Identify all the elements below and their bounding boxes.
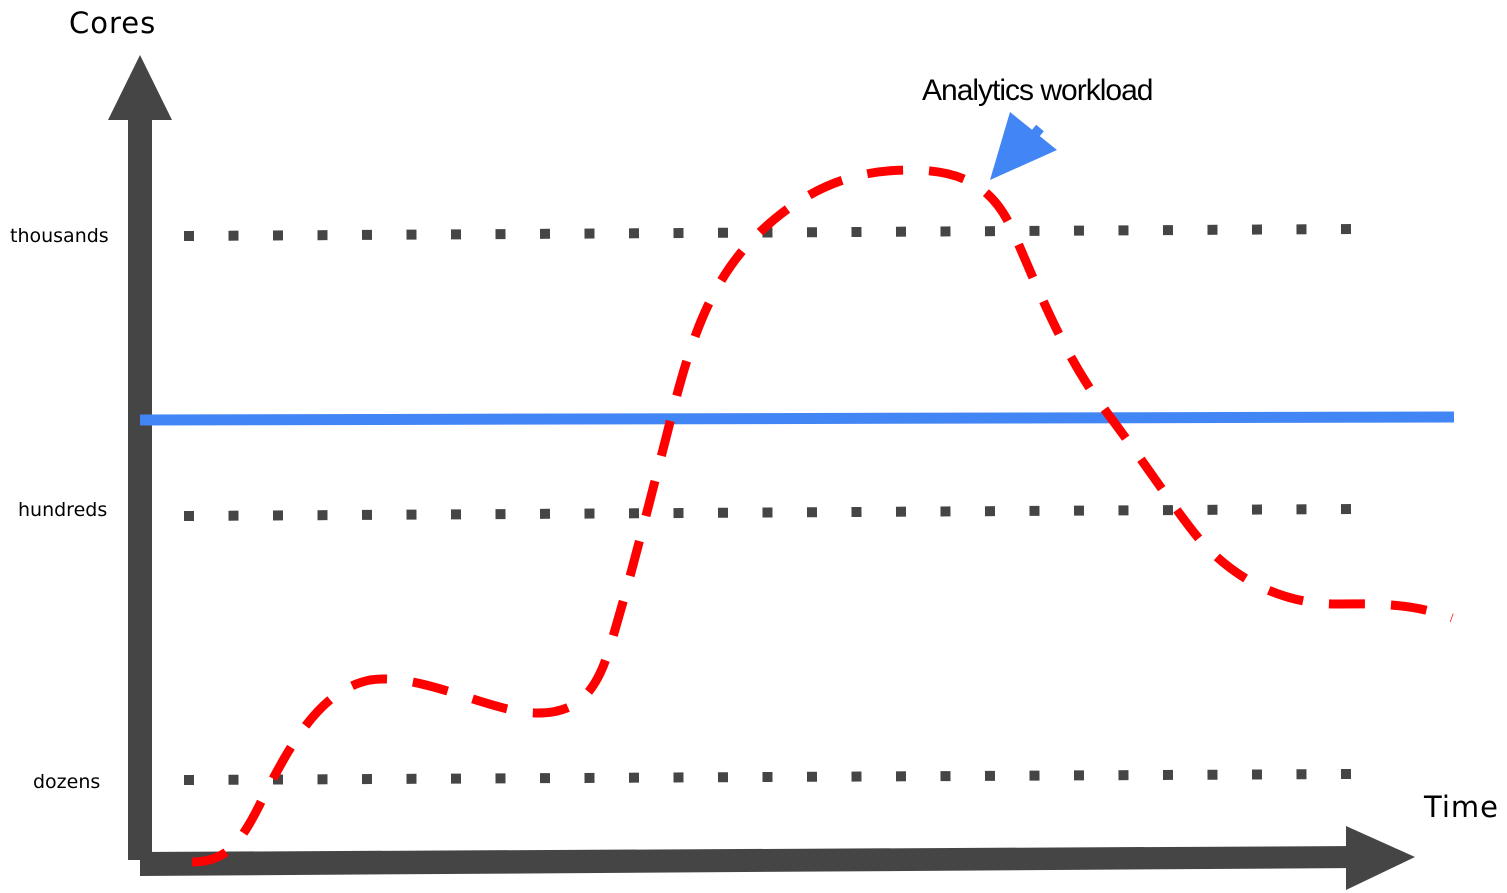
level-label-dozens: dozens xyxy=(33,771,100,793)
gridline-dozens xyxy=(183,769,1353,785)
y-axis-shaft xyxy=(128,110,152,860)
annotation-label: Analytics workload xyxy=(922,74,1152,107)
gridline-thousands xyxy=(183,224,1353,241)
x-axis-title: Time xyxy=(1423,790,1499,824)
x-axis xyxy=(140,826,1415,890)
x-axis-arrowhead xyxy=(1346,826,1415,890)
annotation-arrow-head xyxy=(990,112,1057,180)
y-axis-arrowhead xyxy=(108,55,172,120)
arrow-pointer-icon xyxy=(990,112,1057,180)
y-axis xyxy=(108,55,172,860)
level-label-hundreds: hundreds xyxy=(18,499,107,521)
y-axis-title: Cores xyxy=(69,6,156,40)
workload-curve xyxy=(191,165,1454,867)
capacity-line xyxy=(139,411,1455,426)
level-label-thousands: thousands xyxy=(10,225,109,247)
gridline-hundreds xyxy=(183,504,1353,521)
x-axis-shaft xyxy=(140,846,1360,876)
